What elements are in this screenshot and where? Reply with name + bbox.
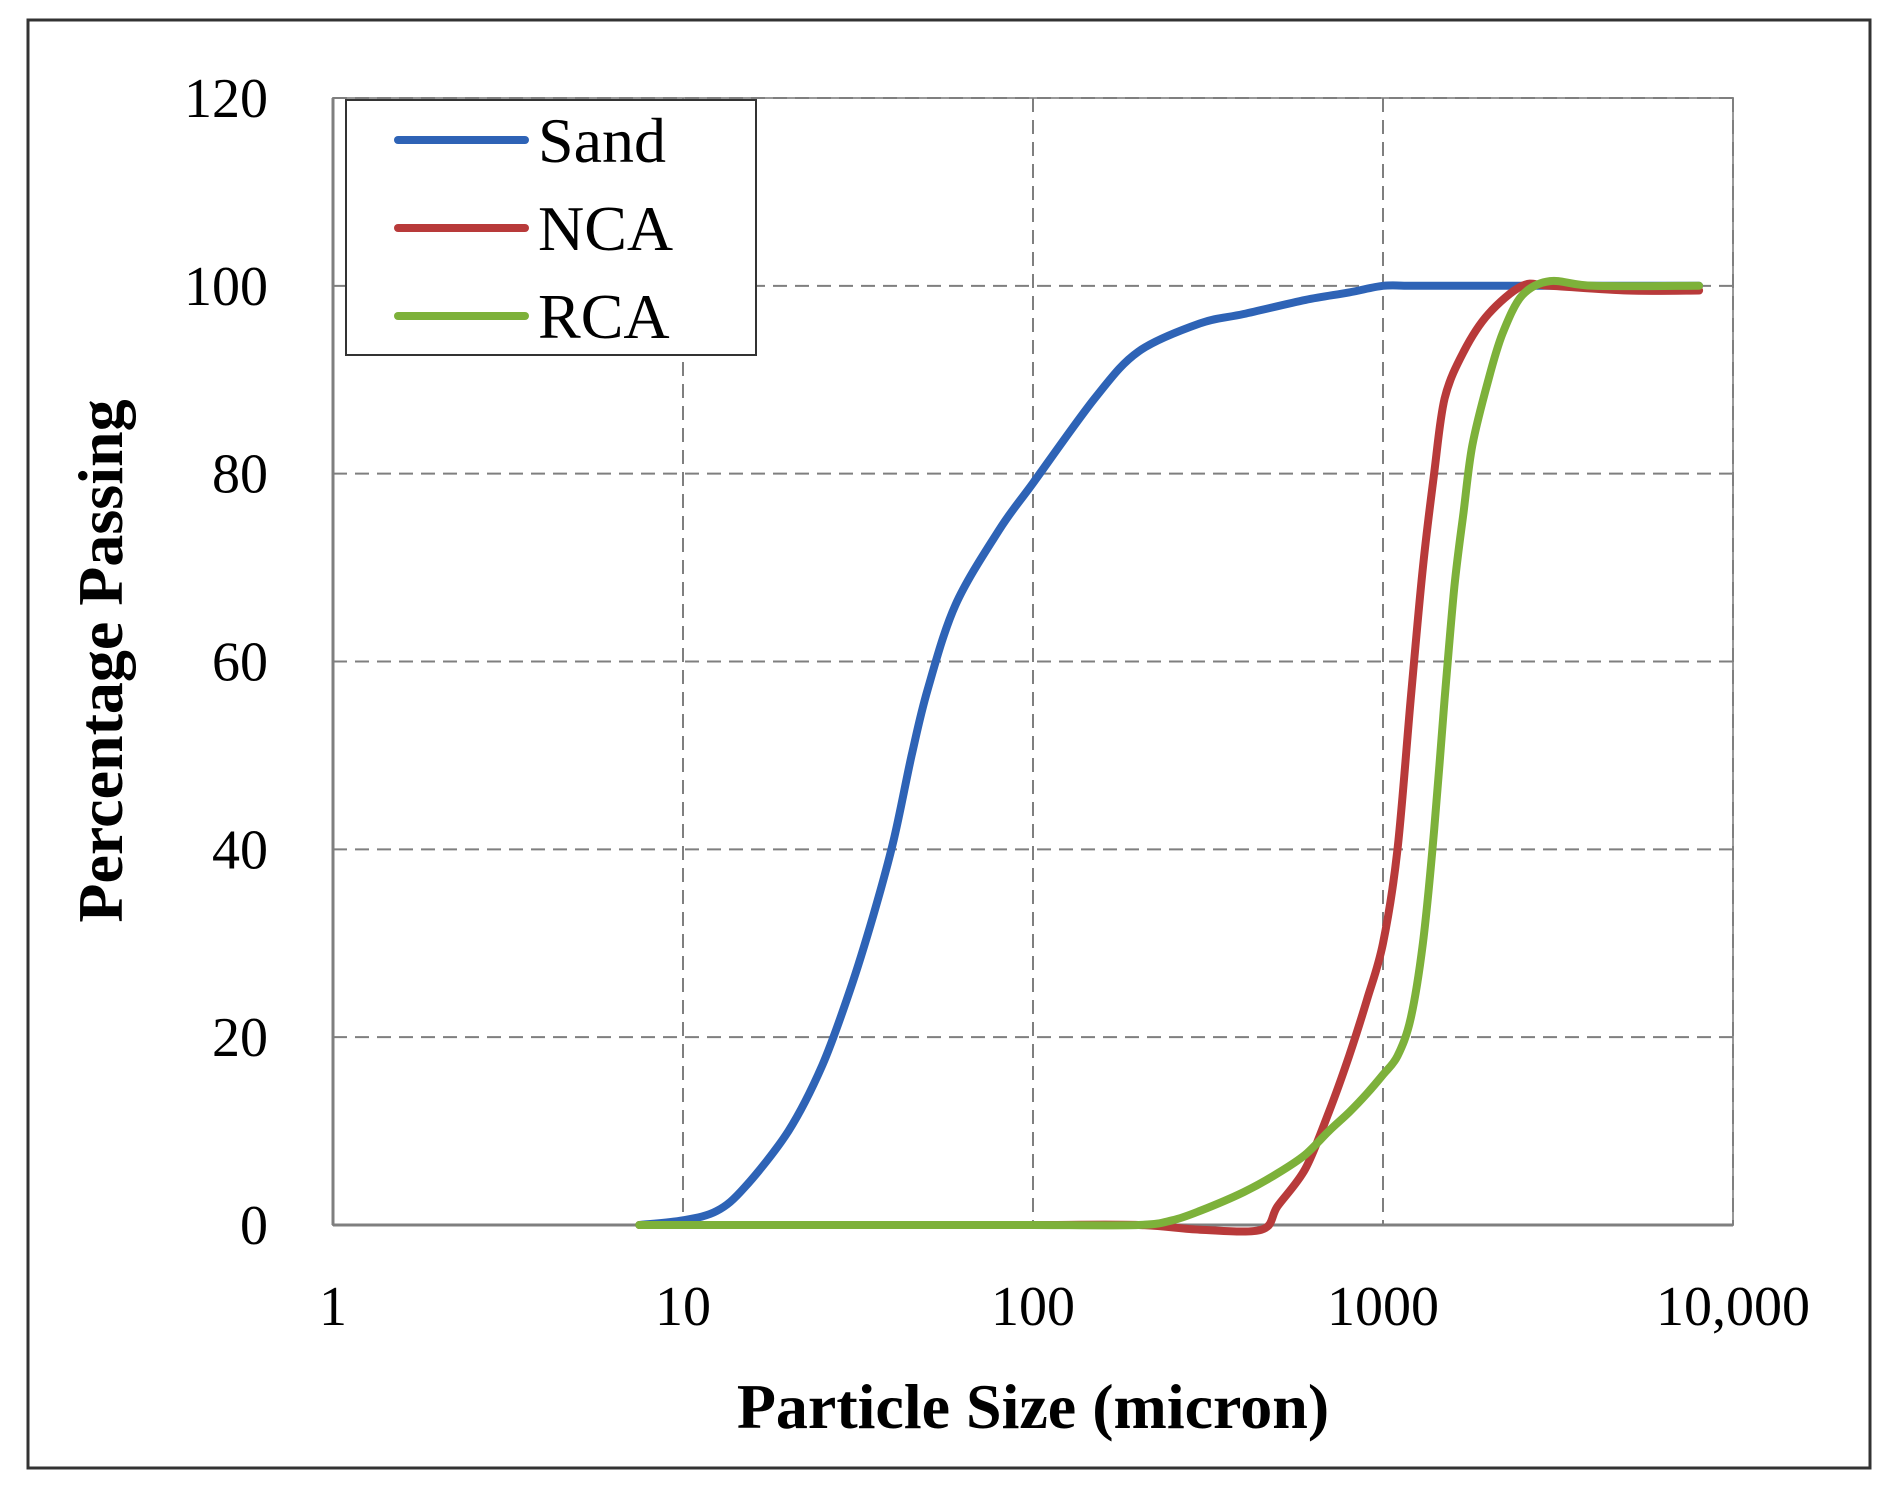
y-tick-label: 80: [212, 444, 268, 506]
x-tick-label: 100: [991, 1276, 1075, 1338]
legend-label-nca: NCA: [538, 193, 673, 264]
legend-label-rca: RCA: [538, 281, 670, 352]
series-line-sand: [635, 281, 1704, 1229]
y-tick-label: 0: [240, 1195, 268, 1257]
y-tick-label: 20: [212, 1007, 268, 1069]
y-tick-label: 100: [184, 256, 268, 318]
legend: Sand NCA RCA: [345, 99, 757, 356]
x-tick-label: 10: [655, 1276, 711, 1338]
series-line-rca: [635, 276, 1704, 1230]
y-tick-label: 40: [212, 819, 268, 881]
x-tick-label: 1000: [1327, 1276, 1439, 1338]
x-axis-title: Particle Size (micron): [737, 1371, 1329, 1442]
legend-label-sand: Sand: [538, 105, 666, 176]
y-axis-title: Percentage Passing: [65, 399, 136, 922]
x-tick-label: 1: [319, 1276, 347, 1338]
y-tick-label: 120: [184, 68, 268, 130]
y-tick-label: 60: [212, 632, 268, 694]
x-tick-label: 10,000: [1656, 1276, 1810, 1338]
series-lines: [635, 276, 1704, 1236]
